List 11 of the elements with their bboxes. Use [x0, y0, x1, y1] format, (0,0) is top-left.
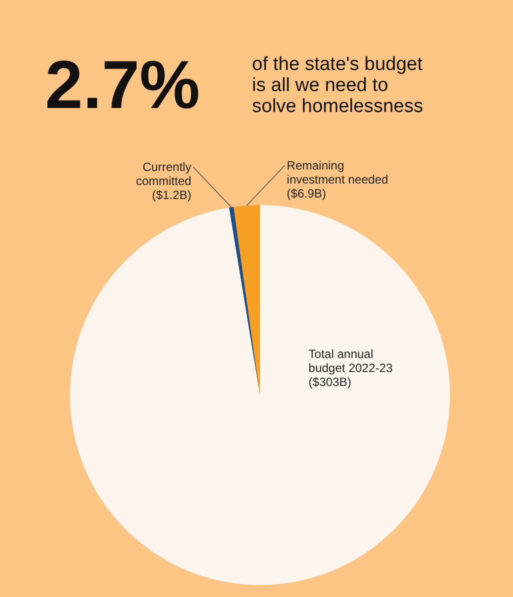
data-label: ($1.2B) — [152, 188, 192, 202]
slice-label: Currently committed — [136, 160, 192, 188]
chart-title: 2.7% — [45, 47, 200, 123]
slice-label: Remaining investment needed — [286, 158, 388, 186]
chart-subtitle: of the state's budget is all we need to solve homelessness — [252, 54, 424, 117]
pie-slice — [70, 205, 450, 585]
slice-label: Total annual budget 2022-23 — [308, 347, 393, 376]
data-label: ($6.9B) — [286, 186, 326, 200]
data-label: ($303B) — [308, 375, 352, 390]
pie-slice — [234, 205, 260, 395]
pie-slice — [229, 206, 260, 395]
